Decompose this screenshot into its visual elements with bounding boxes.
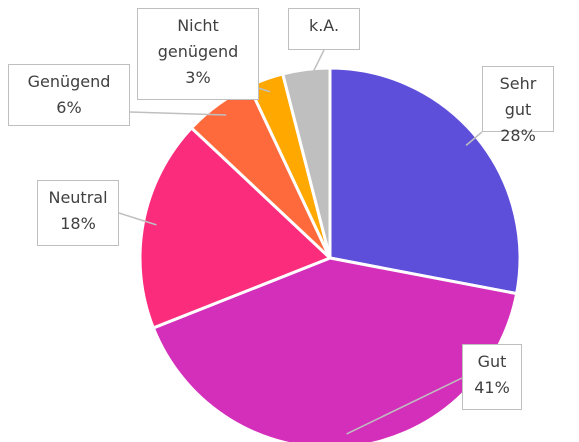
pie-slice	[280, 66, 332, 259]
data-label: Nicht genügend 3%	[137, 8, 259, 100]
leader-line	[346, 377, 463, 435]
value-label: 28%	[500, 126, 536, 145]
data-label: Gut 41%	[462, 344, 522, 410]
category-label: Neutral	[48, 188, 108, 207]
data-label: Sehr gut 28%	[482, 66, 554, 145]
value-label: 6%	[56, 98, 82, 117]
category-label: Sehr gut	[499, 74, 537, 119]
data-label: k.A.	[288, 8, 360, 50]
leader-line	[118, 212, 157, 226]
leader-line	[129, 111, 227, 116]
value-label: 41%	[474, 378, 510, 397]
category-label: Genügend	[27, 72, 111, 91]
leader-line	[307, 49, 325, 84]
data-label: Neutral 18%	[37, 180, 119, 246]
category-label: Gut	[477, 352, 507, 371]
leader-line	[465, 131, 483, 146]
value-label: 3%	[185, 68, 211, 87]
data-label: Genügend 6%	[8, 64, 130, 126]
pie-slice	[138, 125, 333, 330]
value-label: 18%	[60, 214, 96, 233]
category-label: k.A.	[308, 16, 340, 35]
leader-line	[257, 87, 271, 93]
category-label: Nicht genügend	[157, 16, 239, 61]
